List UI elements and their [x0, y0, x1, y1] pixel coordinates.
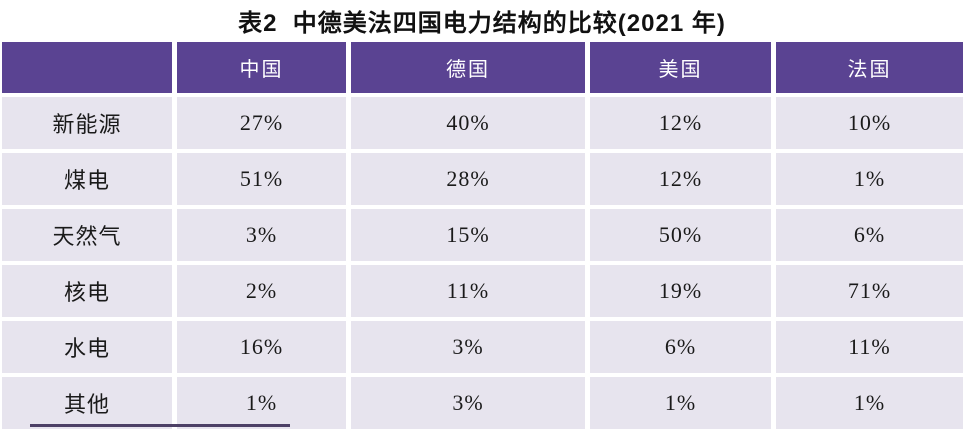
value-cell: 19%	[590, 265, 771, 317]
value-cell: 1%	[177, 377, 346, 429]
value-cell: 27%	[177, 97, 346, 149]
value-cell: 10%	[776, 97, 963, 149]
row-label-cell: 核电	[2, 265, 172, 317]
value-cell: 3%	[351, 321, 585, 373]
value-cell: 12%	[590, 97, 771, 149]
value-cell: 16%	[177, 321, 346, 373]
value-cell: 6%	[776, 209, 963, 261]
row-label-cell: 煤电	[2, 153, 172, 205]
value-cell: 15%	[351, 209, 585, 261]
value-cell: 1%	[776, 153, 963, 205]
row-label-cell: 新能源	[2, 97, 172, 149]
value-cell: 3%	[177, 209, 346, 261]
value-cell: 50%	[590, 209, 771, 261]
value-cell: 51%	[177, 153, 346, 205]
value-cell: 11%	[351, 265, 585, 317]
power-structure-table: 中国 德国 美国 法国 新能源 27% 40% 12% 10% 煤电 51% 2…	[2, 42, 963, 429]
header-cell-usa: 美国	[590, 42, 771, 93]
value-cell: 40%	[351, 97, 585, 149]
value-cell: 1%	[776, 377, 963, 429]
header-cell-france: 法国	[776, 42, 963, 93]
row-label-cell: 其他	[2, 377, 172, 429]
row-label-cell: 水电	[2, 321, 172, 373]
header-cell-empty	[2, 42, 172, 93]
value-cell: 12%	[590, 153, 771, 205]
value-cell: 2%	[177, 265, 346, 317]
row-label-cell: 天然气	[2, 209, 172, 261]
header-cell-germany: 德国	[351, 42, 585, 93]
header-cell-china: 中国	[177, 42, 346, 93]
value-cell: 71%	[776, 265, 963, 317]
value-cell: 6%	[590, 321, 771, 373]
table-caption: 表2 中德美法四国电力结构的比较(2021 年)	[238, 9, 726, 37]
value-cell: 3%	[351, 377, 585, 429]
value-cell: 11%	[776, 321, 963, 373]
value-cell: 28%	[351, 153, 585, 205]
value-cell: 1%	[590, 377, 771, 429]
cropped-next-row-edge	[30, 424, 290, 427]
